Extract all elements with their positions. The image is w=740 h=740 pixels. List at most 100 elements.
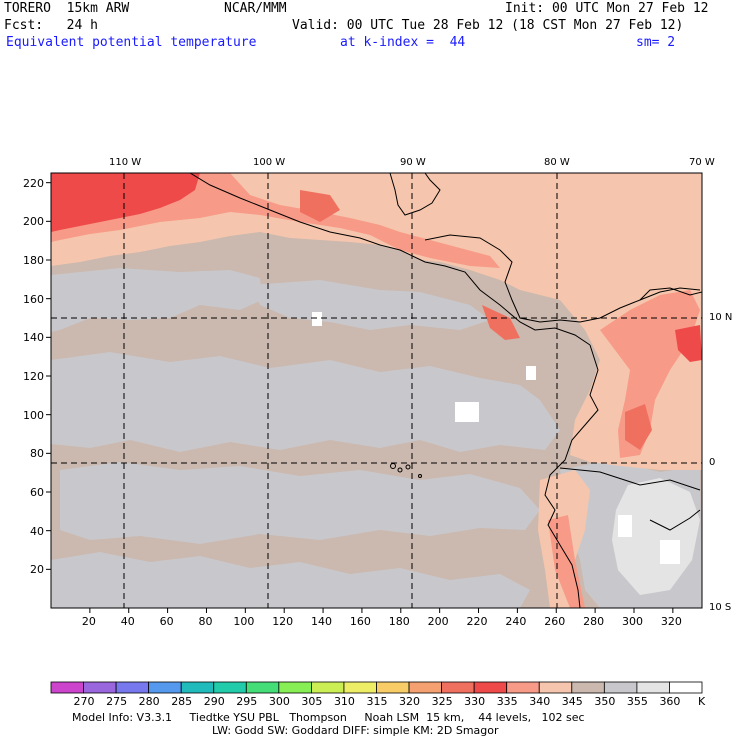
colorbar-swatch: [83, 681, 117, 694]
colorbar-label: 360: [659, 695, 681, 708]
colorbar-label: 355: [626, 695, 648, 708]
x-tick-label: 40: [120, 615, 135, 628]
header-valid: Valid: 00 UTC Tue 28 Feb 12 (18 CST Mon …: [292, 18, 684, 33]
lat-label-10n: 10 N: [709, 312, 733, 323]
x-axis-ticks: [89, 608, 674, 613]
y-tick-label: 220: [23, 176, 44, 190]
coastline-amazon-border: [559, 467, 701, 491]
coastlines: [189, 173, 702, 608]
colorbar-swatch: [376, 681, 410, 694]
colorbar-swatch: [603, 681, 638, 694]
y-tick-label: 80: [30, 447, 44, 461]
lon-label-70w: 70 W: [689, 157, 715, 168]
colorbar-swatch: [245, 681, 280, 694]
colorbar-swatch: [669, 681, 703, 694]
colorbar-swatch: [180, 681, 215, 694]
map-frame: [50, 172, 703, 609]
y-tick-label: 20: [30, 563, 44, 577]
gray-region-southwest: [51, 552, 530, 608]
coral-spot-north: [300, 190, 340, 222]
light-region-andes: [612, 478, 700, 595]
gray-region-north: [250, 280, 490, 330]
y-tick-label: 100: [23, 408, 44, 422]
colorbar-swatch: [473, 681, 508, 694]
y-tick-label: 120: [23, 370, 44, 383]
graticule: [51, 173, 702, 608]
colorbar-swatch: [310, 681, 345, 694]
colorbar-swatch: [115, 681, 150, 694]
colorbar-unit: K: [698, 695, 706, 708]
gray-region-equator: [60, 462, 540, 544]
x-tick-label: 300: [621, 615, 643, 628]
colorbar-swatch: [538, 681, 573, 694]
x-tick-label: 60: [159, 615, 174, 628]
y-tick-label: 140: [23, 331, 44, 345]
coral-spot-amazon: [625, 404, 652, 450]
footer-physics-info: LW: Godd SW: Goddard DIFF: simple KM: 2D…: [212, 724, 499, 737]
colorbar-swatch: [408, 681, 442, 694]
x-tick-label: 140: [311, 615, 333, 628]
x-tick-label: 180: [388, 615, 410, 628]
colorbar-label: 275: [106, 695, 128, 708]
header-init: Init: 00 UTC Mon 27 Feb 12: [505, 1, 709, 16]
colorbar-label: 335: [496, 695, 518, 708]
colorbar-label: 345: [561, 695, 583, 708]
lon-label-90w: 90 W: [400, 157, 426, 168]
lon-label-110w: 110 W: [109, 157, 142, 168]
x-tick-label: 100: [233, 615, 255, 628]
x-tick-label: 320: [660, 615, 682, 628]
colorbar-label: 290: [203, 695, 225, 708]
colorbar: [50, 681, 703, 694]
coral-spot-central-america: [482, 305, 520, 340]
x-tick-label: 240: [505, 615, 527, 628]
x-tick-label: 280: [583, 615, 605, 628]
coastline-gulf: [389, 173, 441, 216]
lat-label-10s: 10 S: [709, 602, 732, 613]
header-level: at k-index = 44: [340, 35, 466, 50]
coastline-caribbean: [424, 234, 701, 323]
gray-region-west: [51, 268, 262, 332]
lon-label-100w: 100 W: [253, 157, 286, 168]
colorbar-swatch: [571, 681, 605, 694]
y-tick-label: 180: [23, 254, 44, 267]
lon-label-80w: 80 W: [544, 157, 570, 168]
x-tick-label: 80: [198, 615, 213, 628]
colorbar-swatch: [441, 681, 475, 694]
x-tick-label: 20: [81, 615, 96, 628]
x-tick-label: 120: [272, 615, 294, 628]
white-spot-3: [312, 312, 322, 326]
header-center: NCAR/MMM: [224, 1, 287, 16]
colorbar-swatch: [636, 681, 670, 694]
colorbar-label: 325: [431, 695, 453, 708]
header-model: TORERO 15km ARW: [4, 1, 130, 16]
colorbar-swatch: [278, 681, 312, 694]
y-tick-label: 200: [23, 215, 44, 229]
galapagos-island-3: [405, 464, 411, 470]
colorbar-swatch: [148, 681, 182, 694]
y-tick-label: 160: [23, 292, 44, 306]
header-field: Equivalent potential temperature: [6, 35, 257, 50]
colorbar-label: 310: [333, 695, 355, 708]
colorbar-swatch: [343, 681, 377, 694]
white-spot-4: [618, 515, 632, 537]
footer-model-info: Model Info: V3.3.1 Tiedtke YSU PBL Thomp…: [72, 711, 585, 724]
temperature-field: [51, 173, 702, 608]
colorbar-label: 295: [236, 695, 258, 708]
colorbar-label: 315: [366, 695, 388, 708]
x-tick-label: 260: [544, 615, 566, 628]
colorbar-label: 340: [529, 695, 551, 708]
coastline-venezuela: [639, 287, 702, 301]
white-spot-5: [660, 540, 680, 564]
galapagos-island-2: [397, 467, 403, 473]
colorbar-label: 350: [594, 695, 616, 708]
gray-region-central: [51, 352, 560, 452]
x-tick-label: 220: [466, 615, 488, 628]
white-spot-2: [526, 366, 536, 380]
coastline-andes-border: [649, 509, 701, 531]
y-tick-label: 40: [30, 524, 44, 538]
colorbar-swatch: [213, 681, 247, 694]
lat-label-0: 0: [709, 457, 716, 468]
colorbar-label: 305: [301, 695, 323, 708]
colorbar-label: 300: [268, 695, 290, 708]
